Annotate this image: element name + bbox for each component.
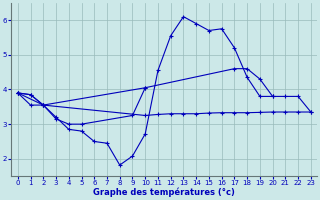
- X-axis label: Graphe des températures (°c): Graphe des températures (°c): [93, 188, 235, 197]
